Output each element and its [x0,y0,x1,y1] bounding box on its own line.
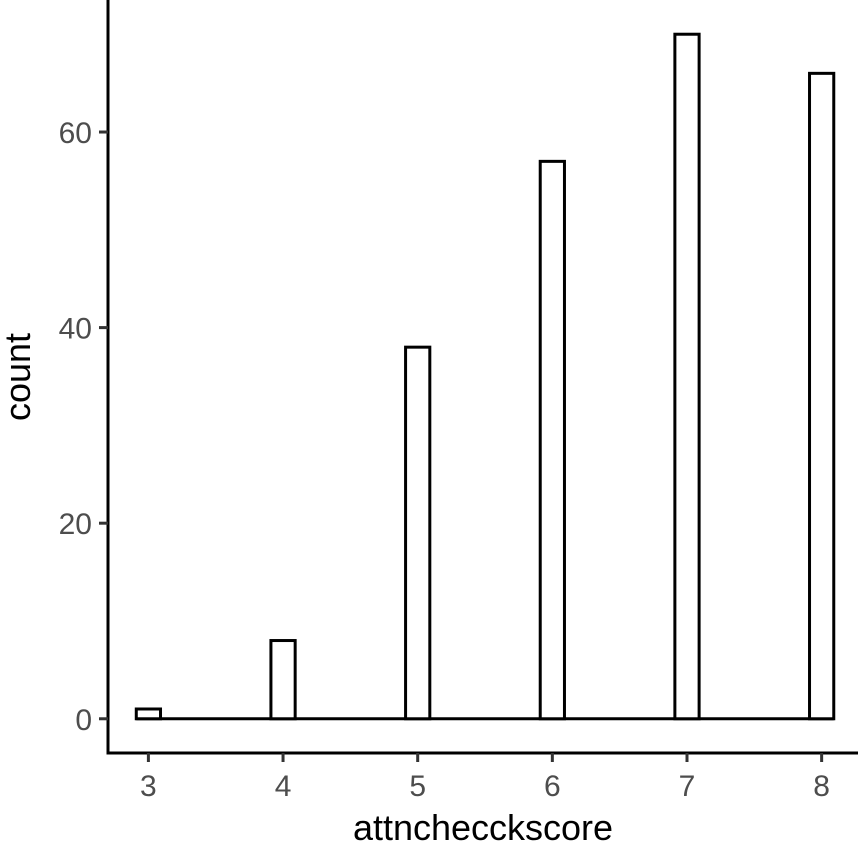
y-axis-ticks: 0 20 40 60 [59,117,108,737]
x-tick-label-5: 8 [813,770,830,803]
y-axis-title: count [0,333,38,421]
bar-0 [134,707,163,721]
bar-4 [673,32,701,721]
y-tick-label-3: 60 [59,117,92,150]
x-axis-ticks: 3 4 5 6 7 8 [140,753,830,803]
bar-2 [404,345,432,721]
axes [106,0,858,755]
bar-5 [808,71,836,721]
y-tick-label-0: 0 [75,704,92,737]
x-tick-label-0: 3 [140,770,157,803]
x-axis-title: attnchecckscore [353,807,613,848]
bar-1 [269,639,297,721]
x-tick-label-2: 5 [409,770,426,803]
y-tick-label-1: 20 [59,508,92,541]
bars [134,32,836,721]
bar-3 [538,159,566,721]
y-tick-label-2: 40 [59,313,92,346]
x-tick-label-4: 7 [679,770,696,803]
x-tick-label-3: 6 [544,770,561,803]
x-tick-label-1: 4 [275,770,292,803]
